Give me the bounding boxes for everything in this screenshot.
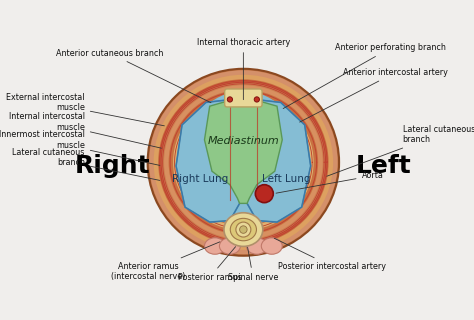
Ellipse shape <box>161 82 326 242</box>
Text: Innermost intercostal
muscle: Innermost intercostal muscle <box>0 130 160 165</box>
Text: Anterior cutaneous branch: Anterior cutaneous branch <box>56 49 211 103</box>
FancyBboxPatch shape <box>225 89 262 107</box>
Ellipse shape <box>154 75 333 250</box>
Text: Spinal nerve: Spinal nerve <box>228 247 278 282</box>
Text: External intercostal
muscle: External intercostal muscle <box>6 93 164 126</box>
Ellipse shape <box>178 99 309 226</box>
Text: Right Lung: Right Lung <box>172 174 228 184</box>
Ellipse shape <box>173 94 314 230</box>
Text: Posterior intercostal artery: Posterior intercostal artery <box>274 238 386 271</box>
Ellipse shape <box>230 218 256 241</box>
Circle shape <box>236 222 251 237</box>
Text: Internal thoracic artery: Internal thoracic artery <box>197 38 290 100</box>
Text: Aorta: Aorta <box>276 171 383 193</box>
Text: Lateral cutaneous
branch: Lateral cutaneous branch <box>327 125 474 176</box>
Ellipse shape <box>219 238 240 254</box>
Circle shape <box>254 97 259 102</box>
Ellipse shape <box>204 238 226 254</box>
Polygon shape <box>204 96 282 204</box>
Text: Left Lung: Left Lung <box>263 174 311 184</box>
Ellipse shape <box>246 238 267 254</box>
Circle shape <box>255 185 273 203</box>
Ellipse shape <box>169 90 318 235</box>
Ellipse shape <box>164 85 323 239</box>
Text: Internal intercostal
muscle: Internal intercostal muscle <box>9 112 161 148</box>
Ellipse shape <box>158 79 328 245</box>
Polygon shape <box>247 99 310 222</box>
Ellipse shape <box>224 213 263 246</box>
Text: Posterior ramus: Posterior ramus <box>178 247 242 282</box>
Text: Anterior perforating branch: Anterior perforating branch <box>283 43 446 108</box>
Ellipse shape <box>261 238 282 254</box>
Ellipse shape <box>147 69 339 256</box>
Ellipse shape <box>149 70 337 254</box>
Text: Lateral cutaneous
branch: Lateral cutaneous branch <box>12 148 160 180</box>
Polygon shape <box>176 99 240 222</box>
Circle shape <box>228 97 233 102</box>
Text: Right: Right <box>75 154 151 178</box>
Text: Left: Left <box>356 154 411 178</box>
Text: Mediastinum: Mediastinum <box>208 136 279 146</box>
Text: Anterior ramus
(intercostal nerve): Anterior ramus (intercostal nerve) <box>111 242 220 281</box>
Circle shape <box>240 226 247 233</box>
Ellipse shape <box>182 103 305 221</box>
Ellipse shape <box>183 91 303 226</box>
Text: Anterior intercostal artery: Anterior intercostal artery <box>300 68 448 122</box>
